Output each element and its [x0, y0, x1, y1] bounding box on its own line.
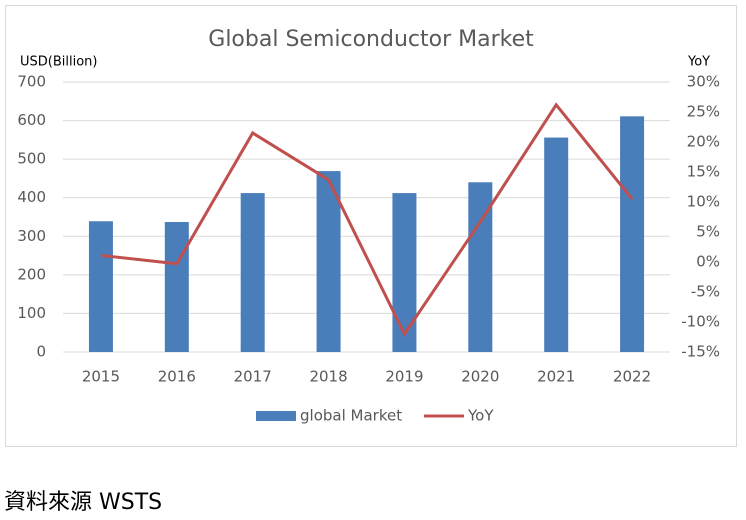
y2-tick-label: 10% [687, 193, 720, 211]
legend-label: YoY [467, 407, 494, 425]
bar [620, 116, 645, 352]
y-tick-label: 400 [17, 188, 46, 206]
bar [164, 222, 189, 352]
y2-tick-label: -5% [691, 283, 720, 301]
chart-title: Global Semiconductor Market [208, 27, 534, 52]
bar [392, 193, 417, 352]
y-tick-label: 200 [17, 265, 46, 283]
y2-tick-label: 15% [687, 163, 720, 181]
x-tick-label: 2021 [537, 368, 575, 386]
y-tick-label: 0 [36, 343, 46, 361]
y2-axis-label: YoY [687, 55, 710, 70]
y-tick-label: 100 [17, 304, 46, 322]
y2-tick-label: 20% [687, 133, 720, 151]
y2-tick-label: 25% [687, 103, 720, 121]
y-tick-label: 500 [17, 150, 46, 168]
y-axis-label: USD(Billion) [20, 55, 97, 70]
source: 資料來源 WSTS [4, 490, 163, 515]
line [100, 102, 634, 337]
y-tick-label: 600 [17, 111, 46, 129]
y-tick-label: 700 [17, 73, 46, 91]
x-tick-label: 2017 [234, 368, 272, 386]
x-tick-label: 2020 [461, 368, 499, 386]
x-tick-label: 2019 [385, 368, 423, 386]
x-tick-label: 2015 [82, 368, 120, 386]
y2-tick-label: -15% [681, 343, 720, 361]
x-tick-label: 2018 [309, 368, 347, 386]
y2-tick-label: 5% [696, 223, 720, 241]
chart: Global Semiconductor Market USD(Billion)… [5, 5, 737, 447]
bar [88, 221, 113, 352]
x-tick-label: 2022 [613, 368, 651, 386]
bar [240, 193, 265, 352]
y2-tick-label: -10% [681, 313, 720, 331]
legend-swatch [256, 411, 296, 421]
bar [316, 171, 341, 352]
chart-border [5, 5, 737, 447]
y2-tick-label: 0% [696, 253, 720, 271]
legend-label: global Market [300, 407, 402, 425]
y2-tick-label: 30% [687, 73, 720, 91]
x-tick-label: 2016 [158, 368, 196, 386]
bar [544, 137, 569, 352]
y-tick-label: 300 [17, 227, 46, 245]
